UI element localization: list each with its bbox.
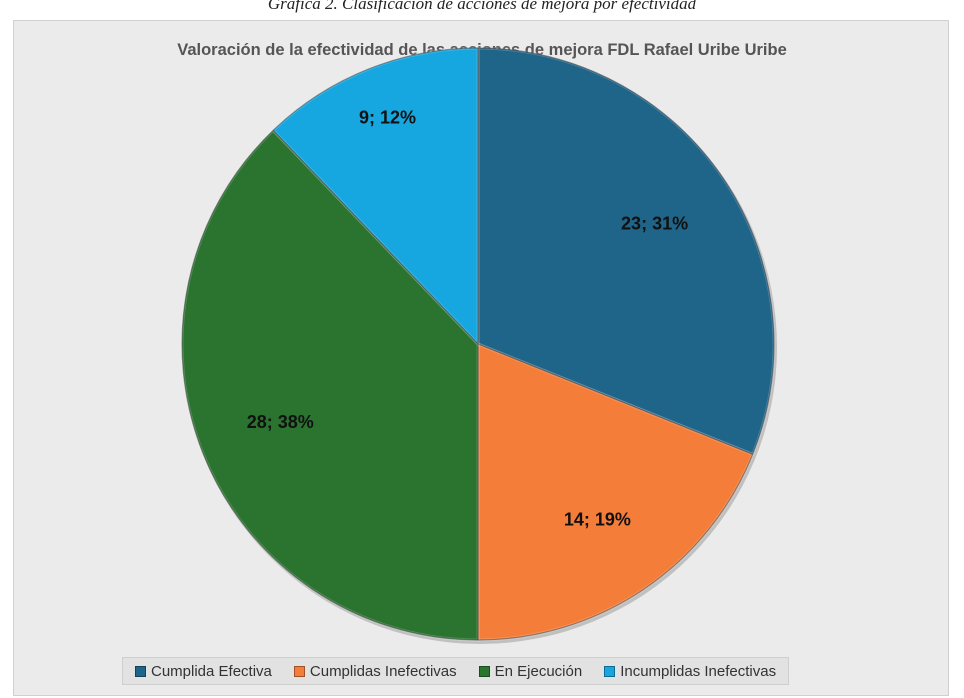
legend-swatch-4 — [604, 665, 616, 677]
legend-label-4: Incumplidas Inefectivas — [620, 662, 777, 680]
pie-slice-bevel-2 — [476, 341, 755, 642]
data-label-2: 14; 19% — [564, 509, 631, 529]
legend-item-2: Cumplidas Inefectivas — [293, 662, 457, 680]
legend-label-2: Cumplidas Inefectivas — [309, 662, 457, 680]
chart-area: Valoración de la efectividad de las acci… — [13, 20, 949, 696]
data-label-3: 28; 38% — [247, 412, 314, 432]
legend-swatch-2 — [293, 665, 305, 677]
legend-label-1: Cumplida Efectiva — [151, 662, 272, 680]
pie-slice-bevel-4 — [271, 46, 480, 348]
chart-legend: Cumplida Efectiva Cumplidas Inefectivas En… — [122, 657, 790, 685]
pie-slice-bevel-3 — [180, 128, 480, 642]
legend-swatch-1 — [135, 665, 146, 677]
pie-slice-bevel-1 — [476, 46, 776, 457]
data-label-4: 9; 12% — [359, 108, 416, 128]
pie-slice-3 — [181, 129, 479, 641]
data-label-1: 23; 31% — [621, 213, 688, 233]
pie-slice-4 — [272, 47, 479, 346]
legend-item-1: Cumplida Efectiva — [135, 663, 272, 680]
pie-chart: 23; 31% 14; 19% 28; 38% 9; 12% — [180, 46, 777, 644]
pie-slice-2 — [477, 343, 754, 641]
legend-item-4: Incumplidas Inefectivas — [604, 663, 776, 680]
figure-caption: Gráfica 2. Clasificación de acciones de … — [267, 0, 697, 13]
legend-item-3: En Ejecución — [478, 662, 583, 680]
legend-label-3: En Ejecución — [494, 662, 583, 680]
pie-slice-1 — [477, 47, 775, 456]
legend-swatch-3 — [478, 665, 490, 677]
